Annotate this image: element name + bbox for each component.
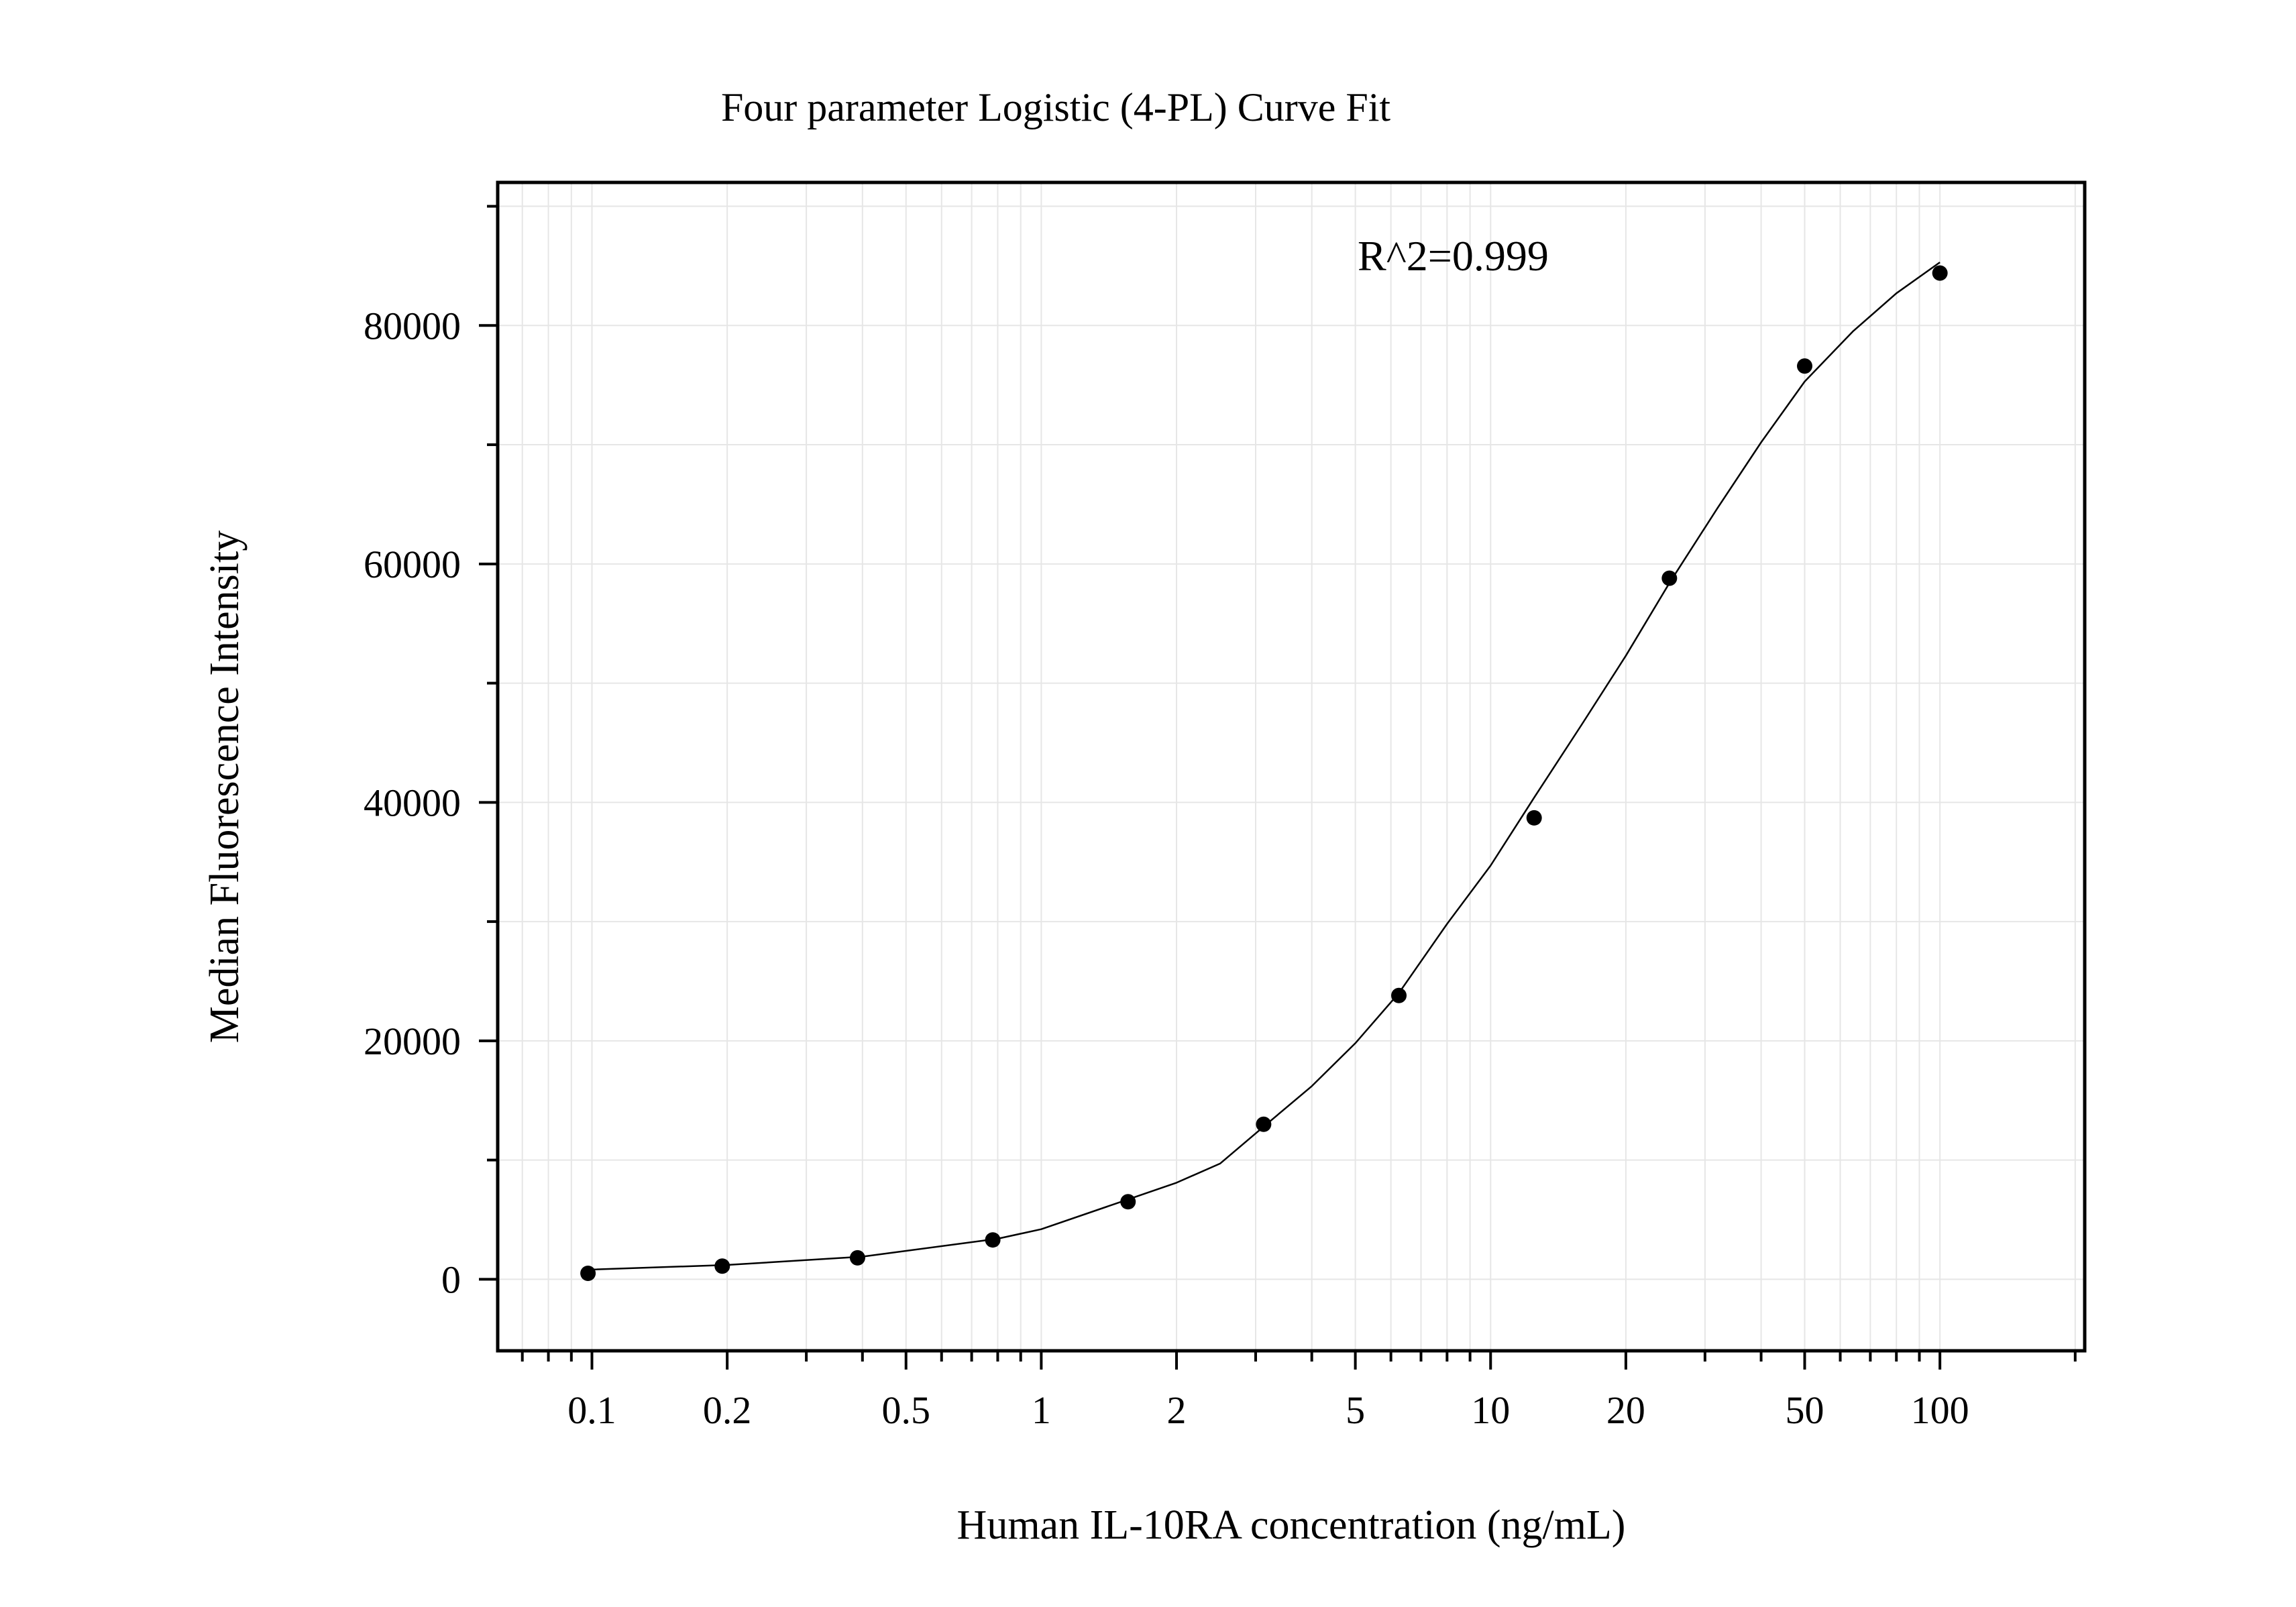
y-axis-title: Median Fluorescence Intensity [202, 531, 248, 1043]
grid-layer [498, 182, 2085, 1351]
label-layer: 0.1 0.2 0.5 1 2 5 10 20 50 100 0 20000 40000 60000 800… [364, 304, 1969, 1432]
y-tick-label: 40000 [364, 781, 461, 824]
data-point [1661, 570, 1678, 586]
y-tick-label: 0 [441, 1258, 461, 1301]
x-axis-title: Human IL-10RA concentration (ng/mL) [957, 1502, 1626, 1548]
y-tick-label: 60000 [364, 543, 461, 586]
tick-layer [479, 205, 2077, 1370]
x-tick-label: 20 [1606, 1388, 1645, 1432]
data-point [1256, 1116, 1272, 1132]
data-point [1526, 810, 1542, 826]
x-tick-label: 0.2 [703, 1388, 752, 1432]
data-point [1932, 265, 1948, 281]
data-point [1120, 1194, 1136, 1210]
data-point [580, 1265, 596, 1281]
x-tick-label: 100 [1911, 1388, 1969, 1432]
data-point [849, 1250, 865, 1266]
plot-frame [496, 180, 2087, 1353]
data-point [985, 1232, 1001, 1248]
fit-curve [588, 262, 1940, 1271]
points-layer [580, 265, 1948, 1281]
x-tick-label: 0.1 [567, 1388, 616, 1432]
x-tick-label: 0.5 [881, 1388, 930, 1432]
curve-layer [588, 262, 1940, 1271]
y-tick-label: 20000 [364, 1019, 461, 1063]
data-point [1391, 987, 1407, 1003]
x-tick-label: 2 [1167, 1388, 1187, 1432]
x-tick-label: 10 [1471, 1388, 1510, 1432]
x-tick-label: 1 [1032, 1388, 1051, 1432]
data-point [1796, 358, 1812, 374]
chart-title: Four parameter Logistic (4-PL) Curve Fit [721, 85, 1390, 129]
x-tick-label: 50 [1785, 1388, 1824, 1432]
x-tick-label: 5 [1346, 1388, 1365, 1432]
r-squared-annotation: R^2=0.999 [1358, 232, 1549, 280]
y-tick-label: 80000 [364, 304, 461, 347]
data-point [714, 1258, 730, 1274]
